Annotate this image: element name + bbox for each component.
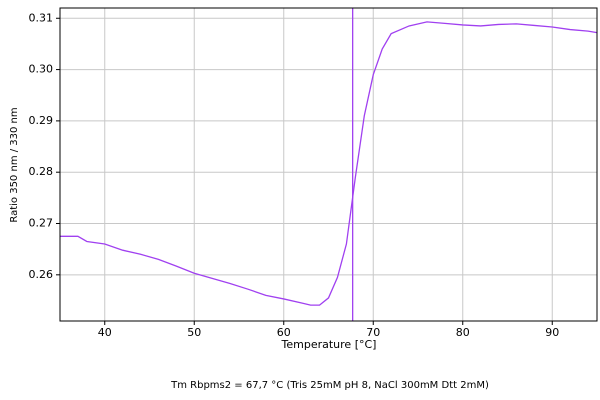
y-axis-label: Ratio 350 nm / 330 nm (9, 107, 20, 222)
x-tick-label: 70 (366, 326, 380, 339)
x-tick-label: 90 (545, 326, 559, 339)
footnote: Tm Rbpms2 = 67,7 °C (Tris 25mM pH 8, NaC… (170, 380, 489, 391)
x-tick-label: 60 (277, 326, 291, 339)
x-tick-label: 50 (187, 326, 201, 339)
y-tick-label: 0.27 (29, 217, 54, 230)
y-tick-label: 0.30 (29, 63, 54, 76)
x-tick-label: 80 (456, 326, 470, 339)
data-line (60, 21, 598, 306)
x-axis-label: Temperature [°C] (281, 338, 377, 351)
x-tick-label: 40 (98, 326, 112, 339)
y-tick-label: 0.26 (29, 268, 54, 281)
y-tick-label: 0.29 (29, 114, 54, 127)
plot-frame (59, 7, 598, 322)
y-tick-label: 0.28 (29, 165, 54, 178)
y-tick-label: 0.31 (29, 11, 54, 24)
